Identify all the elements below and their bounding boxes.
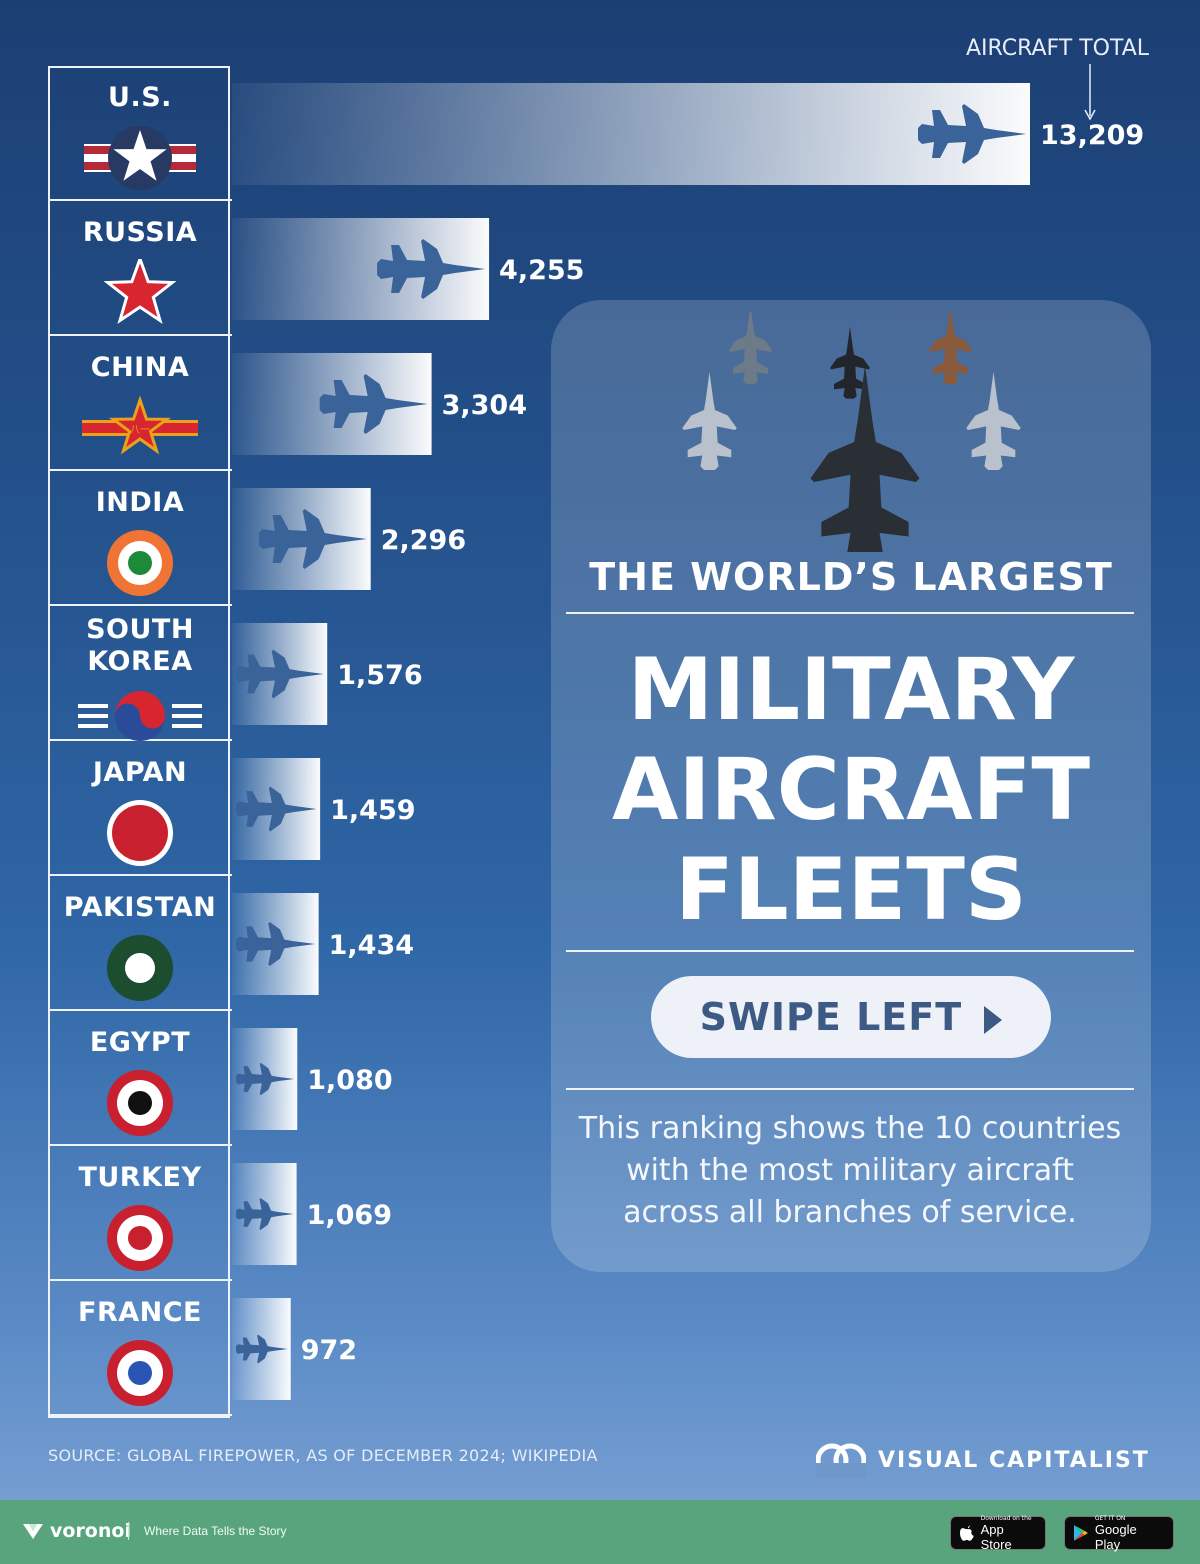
app-store-big: App Store [980,1521,1012,1552]
country-name: U.S. [48,82,232,114]
country-cell: RUSSIA [48,201,232,336]
main-title: MILITARY AIRCRAFT FLEETS [551,640,1151,940]
title-line: MILITARY [627,640,1075,740]
source-note: SOURCE: GLOBAL FIREPOWER, AS OF DECEMBER… [48,1446,598,1465]
country-name: TURKEY [48,1162,232,1194]
turkey-roundel-icon [107,1205,173,1271]
title-line: AIRCRAFT [611,740,1091,840]
google-play-big: Google Play [1094,1521,1137,1552]
google-play-button[interactable]: GET IT ON Google Play [1064,1514,1174,1552]
axis-caption-arrow [1084,64,1096,121]
footer-bar: voronoi Where Data Tells the Story Downl… [0,1500,1200,1564]
voronoi-name: voronoi [50,1520,131,1542]
country-name: EGYPT [48,1027,232,1059]
country-cell: EGYPT [48,1011,232,1146]
divider [566,612,1134,614]
visual-capitalist-logo[interactable]: VISUAL CAPITALIST [816,1440,1150,1480]
korea-roundel-icon [78,691,202,741]
divider [566,950,1134,952]
country-name-line: CHINA [90,352,190,383]
country-cell: FRANCE [48,1281,232,1416]
country-name-line: INDIA [95,487,185,518]
bar [232,83,1030,185]
france-roundel-icon [107,1340,173,1406]
country-cell: TURKEY [48,1146,232,1281]
google-play-small: GET IT ON [1094,1514,1126,1522]
value-label: 1,080 [307,1065,392,1096]
svg-text:八一: 八一 [130,425,150,436]
swipe-left-button[interactable]: SWIPE LEFT [651,976,1051,1058]
egypt-roundel-icon [107,1070,173,1136]
country-cell: CHINA 八一 [48,336,232,471]
country-name: CHINA [48,352,232,384]
app-store-button[interactable]: Download on the App Store [950,1514,1046,1552]
fighter-jets-illustration [682,312,1021,552]
country-name-line: TURKEY [78,1162,202,1193]
country-name-line: FRANCE [78,1297,202,1328]
divider [566,1088,1134,1090]
country-name: SOUTH KOREA [48,614,232,678]
value-label: 1,459 [330,795,415,826]
country-name: INDIA [48,487,232,519]
description-line: across all branches of service. [623,1195,1077,1230]
country-name: RUSSIA [48,217,232,249]
axis-caption: AIRCRAFT TOTAL [966,36,1150,61]
country-name-line: U.S. [108,82,172,113]
footer-separator [128,1522,129,1540]
description: This ranking shows the 10 countries with… [566,1108,1134,1234]
country-name-line: KOREA [87,646,193,677]
bars-svg: 13,209 4,255 3,304 2,296 1,576 1,459 1,434 1,08… [232,83,1144,1400]
country-name-line: RUSSIA [82,217,198,248]
country-name: JAPAN [48,757,232,789]
country-cell: JAPAN [48,741,232,876]
value-label: 1,434 [329,930,414,961]
country-cell: SOUTH KOREA [48,606,232,741]
voronoi-logo[interactable]: voronoi [22,1520,131,1542]
country-cell: PAKISTAN [48,876,232,1011]
app-store-small: Download on the [980,1514,1032,1522]
play-triangle-icon [984,1005,1003,1034]
pakistan-roundel-icon [107,935,173,1001]
china-star-roundel-icon: 八一 [82,395,198,455]
value-label: 2,296 [381,525,466,556]
japan-hinomaru-icon [107,800,173,866]
title-line: FLEETS [675,840,1027,940]
tagline: Where Data Tells the Story [144,1524,287,1538]
country-name: PAKISTAN [48,892,232,924]
value-label: 13,209 [1040,120,1144,151]
red-star-roundel-icon [103,259,177,325]
value-label: 1,576 [337,660,422,691]
title-small: THE WORLD’S LARGEST [589,555,1113,599]
voronoi-v-icon [23,1524,43,1539]
value-label: 4,255 [499,255,584,286]
description-line: This ranking shows the 10 countries [578,1111,1122,1146]
google-play-icon [1073,1525,1088,1541]
india-roundel-icon [107,530,173,596]
value-label: 972 [301,1335,357,1366]
swipe-label: SWIPE LEFT [699,995,963,1039]
us-star-roundel-icon [84,126,196,190]
description-line: with the most military aircraft [626,1153,1074,1188]
country-name-line: EGYPT [89,1027,191,1058]
brand-name: VISUAL CAPITALIST [878,1447,1150,1473]
country-name-line: JAPAN [92,757,188,788]
value-label: 3,304 [442,390,527,421]
country-cell: U.S. [48,66,232,201]
value-label: 1,069 [307,1200,392,1231]
country-cell: INDIA [48,471,232,606]
visual-capitalist-mark-icon [816,1443,866,1477]
country-name-line: SOUTH [86,614,194,645]
apple-icon [959,1525,974,1541]
country-name: FRANCE [48,1297,232,1329]
country-panel [48,66,230,1418]
country-name-line: PAKISTAN [63,892,217,923]
